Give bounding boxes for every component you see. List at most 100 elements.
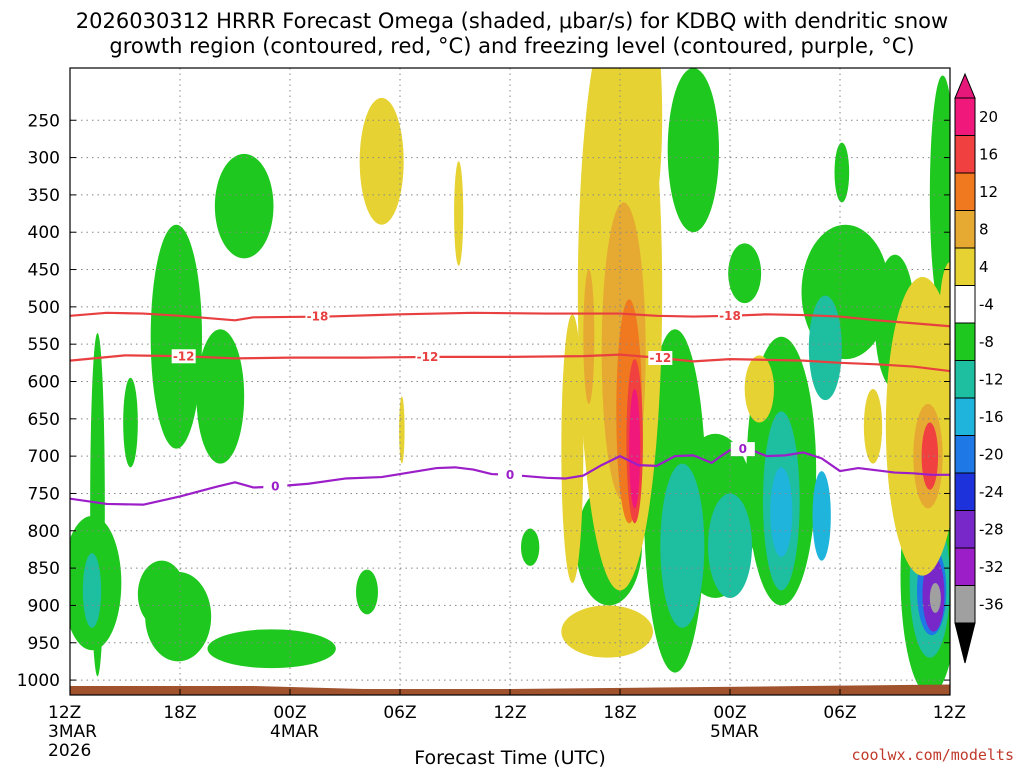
contour-label-dgz-minus18-1: -18 (719, 309, 741, 323)
omega-region-up-4-h (214, 153, 274, 259)
colorbar-segment-4 (954, 247, 976, 286)
contour-label-bg-dgz-minus18-0 (305, 309, 330, 324)
x-tick-label-48: 12Z (933, 703, 966, 723)
omega-region-up-4-g (196, 329, 245, 464)
omega-region-up-4-k (521, 528, 540, 566)
colorbar-label-1: 16 (979, 146, 998, 164)
x-tick-label-6: 18Z (163, 703, 196, 723)
colorbar-label-5: -4 (979, 296, 994, 314)
x-tick-date-12: 4MAR (270, 722, 319, 742)
y-tick-label-800: 800 (28, 522, 60, 542)
colorbar-top-arrow (954, 72, 976, 99)
x-tick-year-0: 2026 (48, 741, 91, 761)
omega-region-dn-4-j (863, 388, 883, 464)
colorbar-label-2: 12 (979, 183, 998, 201)
contour-layer: -18 -18 -12 -12 -12 0 0 0 (70, 308, 950, 506)
x-tick-label-24: 12Z (493, 703, 526, 723)
colorbar-label-10: -24 (979, 483, 1004, 501)
omega-region-up-8-d (708, 493, 752, 598)
y-tick-label-650: 650 (28, 410, 60, 430)
colorbar-label-12: -32 (979, 558, 1004, 576)
omega-region-dn-4-a (359, 97, 404, 225)
colorbar-label-13: -36 (979, 596, 1004, 614)
colorbar-segment-2 (954, 172, 976, 211)
y-tick-label-300: 300 (28, 149, 60, 169)
colorbar-segment-3 (954, 210, 976, 249)
colorbar-label-0: 20 (979, 108, 998, 126)
y-tick-label-850: 850 (28, 559, 60, 579)
y-tick-label-350: 350 (28, 186, 60, 206)
colorbar-segment-1 (954, 135, 976, 174)
contour-label-bg-dgz-minus18-1 (718, 308, 742, 323)
colorbar-segment-10 (954, 472, 976, 511)
x-tick-label-18: 06Z (383, 703, 416, 723)
colorbar-segment-6 (954, 322, 976, 361)
colorbar-segment-0 (954, 97, 976, 136)
colorbar-segment-13 (954, 585, 976, 624)
chart-title-line-2: growth region (contoured, red, °C) and f… (109, 34, 914, 58)
omega-region-dn-4-h (744, 355, 774, 423)
colorbar-label-4: 4 (979, 258, 989, 276)
contour-label-bg-dgz-minus12-2 (648, 350, 673, 365)
omega-region-up-4-f (145, 571, 212, 662)
colorbar-segment-8 (954, 397, 976, 436)
x-tick-date-36: 5MAR (710, 722, 759, 742)
grid-lines (70, 68, 950, 695)
colorbar-segment-5 (954, 285, 976, 324)
omega-region-up-4-q (728, 243, 762, 304)
colorbar-segment-7 (954, 360, 976, 399)
colorbar-label-7: -12 (979, 371, 1004, 389)
y-axis-ticks: 250 300 350 400 450 500 550 600 650 700 750 800 850 9… (17, 111, 950, 691)
omega-shading-layer (70, 68, 950, 695)
colorbar-segment-12 (954, 547, 976, 586)
y-tick-label-750: 750 (28, 484, 60, 504)
omega-region-dn-4-e (643, 68, 663, 207)
colorbar-label-3: 8 (979, 221, 989, 239)
colorbar-bottom-arrow (954, 622, 976, 664)
credit-text: coolwx.com/modelts (851, 746, 1014, 764)
x-tick-label-0: 12Z (48, 703, 81, 723)
y-tick-label-250: 250 (28, 111, 60, 131)
x-axis-label: Forecast Time (UTC) (414, 747, 605, 768)
omega-region-dn-8-b (583, 269, 595, 404)
y-tick-label-900: 900 (28, 596, 60, 616)
contour-label-freezing-level-0: 0 (271, 479, 279, 493)
contour-label-bg-dgz-minus12-0 (171, 349, 196, 364)
omega-region-dn-4-c (399, 396, 405, 464)
y-tick-label-700: 700 (28, 447, 60, 467)
colorbar-label-6: -8 (979, 333, 994, 351)
contour-dgz-minus18 (70, 311, 950, 328)
contour-dgz-minus12 (70, 353, 950, 373)
omega-region-up-4-i (207, 629, 336, 669)
omega-region-up-4-e (150, 224, 202, 449)
omega-region-dn-4-f (561, 605, 654, 658)
x-tick-label-36: 00Z (713, 703, 746, 723)
contour-label-bg-freezing-level-1 (498, 467, 522, 482)
colorbar-label-8: -16 (979, 408, 1004, 426)
omega-region-up-4-b (123, 377, 138, 468)
omega-region-dn-16-b (921, 422, 939, 490)
x-tick-date-0: 3MAR (48, 722, 97, 742)
contour-label-bg-dgz-minus12-1 (415, 349, 440, 364)
omega-region-up-8-a (82, 553, 102, 628)
contour-label-dgz-minus12-1: -12 (417, 350, 439, 364)
contour-label-bg-freezing-level-2 (730, 442, 755, 457)
y-tick-label-550: 550 (28, 335, 60, 355)
omega-region-dn-4-k (939, 262, 950, 382)
contour-label-freezing-level-2: 0 (739, 442, 747, 456)
contour-label-dgz-minus12-0: -12 (173, 349, 195, 363)
colorbar-label-11: -28 (979, 521, 1004, 539)
contour-label-dgz-minus12-2: -12 (649, 351, 671, 365)
colorbar-segment-9 (954, 435, 976, 474)
omega-region-dn-4-g (561, 314, 584, 584)
contour-label-dgz-minus18-0: -18 (307, 310, 329, 324)
omega-region-up-4-j (356, 569, 378, 615)
omega-region-up-4-o (667, 68, 719, 233)
y-tick-label-600: 600 (28, 373, 60, 393)
omega-region-up-32-a (929, 583, 941, 613)
y-tick-label-450: 450 (28, 261, 60, 281)
omega-region-up-12-a (770, 467, 793, 557)
chart-title-line-1: 2026030312 HRRR Forecast Omega (shaded, … (76, 9, 948, 33)
y-tick-label-950: 950 (28, 634, 60, 654)
